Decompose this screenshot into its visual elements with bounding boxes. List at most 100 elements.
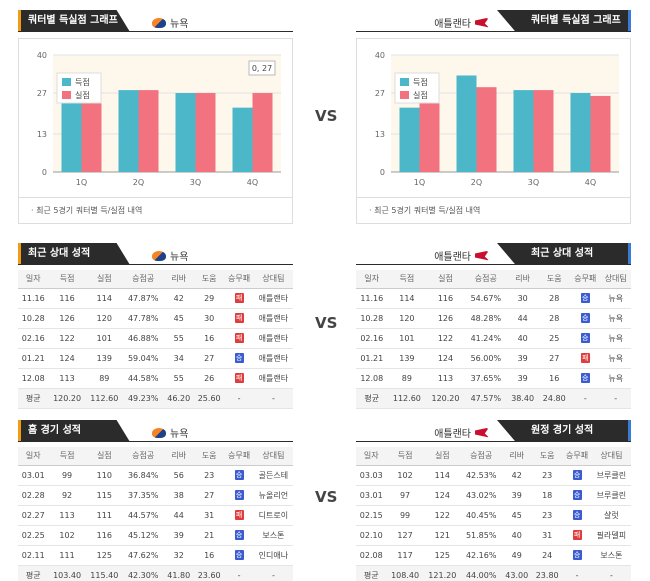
table-cell: 37.65% [464,368,507,389]
table-row: 11.16 116 114 47.87% 42 29 패 애틀랜타 [18,288,293,309]
table-cell: 02.16 [18,328,49,349]
table-cell: - [253,388,293,409]
recent-h2h-panel-nyk: 최근 상대 성적 뉴욕 일자 득점 실점 승점공 리바 도움 승무패 상대팀 11.16 116 1… [18,243,293,409]
table-cell: - [224,388,254,409]
result-badge: 승 [572,510,582,520]
column-header: 도움 [193,270,225,289]
table-row: 02.15 99 122 40.45% 45 23 승 샬럿 [356,505,631,526]
y-tick-label: 13 [37,130,47,139]
table-row: 12.08 113 89 44.58% 55 26 패 애틀랜타 [18,368,293,389]
table-cell: 49.23% [122,388,164,409]
column-header: 승무패 [570,270,601,289]
table-cell: 28 [538,308,571,329]
table-cell: 25.60 [193,388,225,409]
table-cell: 승 [562,505,592,526]
chart-note: · 최근 5경기 쿼터별 득/실점 내역 [357,197,630,223]
column-header: 승점공 [122,447,164,466]
table-cell: 21 [193,525,225,546]
table-cell: 108.40 [386,565,424,581]
table-cell: 44.00% [460,565,502,581]
result-badge: 패 [234,293,244,303]
table-cell: 113 [426,368,465,389]
legend-label: 실점 [413,90,428,100]
table-cell: 102 [386,465,424,486]
table-cell: 120 [387,308,427,329]
section-title: 최근 상대 성적 [497,243,631,265]
table-cell: 124 [48,348,86,369]
table-cell: 46.88% [122,328,164,349]
table-cell: 40.45% [460,505,502,526]
table-cell: 125 [85,545,123,566]
column-header: 상대팀 [253,447,293,466]
table-cell: 02.16 [356,328,388,349]
result-badge: 승 [234,470,244,480]
table-cell: 114 [423,465,461,486]
table-cell: 30 [506,288,539,309]
table-row: 11.16 114 116 54.67% 30 28 승 뉴욕 [356,288,631,309]
table-cell: 11.16 [356,288,388,309]
team-label: 애틀랜타 [434,248,489,263]
table-row: 03.01 99 110 36.84% 56 23 승 골든스테 [18,465,293,486]
table-cell: 01.21 [18,348,49,369]
table-cell: 보스톤 [253,525,293,546]
table-cell: 101 [85,328,123,349]
header-accent [18,10,21,32]
column-header: 도움 [531,447,563,466]
average-row: 평균 112.60 120.20 47.57% 38.40 24.80- - [356,388,631,409]
table-cell: 114 [85,288,123,309]
table-cell: 27 [193,348,225,369]
column-header: 득점 [387,270,427,289]
stats-table: 일자 득점 실점 승점공 리바 도움 승무패 상대팀 03.03 102 114 42.53% 42 23… [356,447,631,581]
table-cell: 애틀랜타 [253,288,293,309]
column-header: 도움 [538,270,571,289]
table-cell: 패 [224,328,254,349]
table-cell: 36.84% [122,465,164,486]
table-row: 03.01 97 124 43.02% 39 18 승 브루클린 [356,485,631,506]
column-header: 실점 [85,270,123,289]
section-title: 쿼터별 득실점 그래프 [497,10,631,32]
table-cell: 31 [193,505,225,526]
table-cell: 패 [562,525,592,546]
team-label: 뉴욕 [152,15,188,30]
table-cell: 112.60 [85,388,123,409]
section-title: 원정 경기 성적 [497,420,631,442]
table-cell: 56 [163,465,194,486]
y-tick-label: 0 [42,168,47,177]
column-header: 승무패 [224,447,254,466]
table-cell: 121.20 [423,565,461,581]
tooltip-box [248,60,276,76]
result-badge: 승 [572,470,582,480]
table-cell: - [570,388,601,409]
table-cell: 디트로이 [253,505,293,526]
column-header: 일자 [18,270,49,289]
table-cell: 43.00 [501,565,532,581]
legend-swatch [400,78,409,86]
table-cell: 97 [386,485,424,506]
stats-table: 일자 득점 실점 승점공 리바 도움 승무패 상대팀 11.16 116 114 47.87% 42 29… [18,270,293,409]
table-cell: 47.87% [122,288,164,309]
table-row: 01.21 139 124 56.00% 39 27 패 뉴욕 [356,348,631,369]
legend-swatch [62,91,71,99]
bar-scored [175,93,196,172]
column-header: 득점 [48,270,86,289]
table-cell: 샬럿 [591,505,631,526]
result-badge: 승 [234,353,244,363]
table-cell: 패 [224,505,254,526]
section-title: 최근 상대 성적 [18,243,130,265]
column-header: 상대팀 [253,270,293,289]
table-cell: 42 [163,288,194,309]
table-cell: 02.27 [18,505,49,526]
bar-scored [570,93,591,172]
table-cell: 38.40 [506,388,539,409]
table-cell: 127 [386,525,424,546]
team-label: 뉴욕 [152,425,188,440]
table-cell: 34 [163,348,194,369]
table-cell: 39 [506,368,539,389]
result-badge: 승 [580,293,590,303]
vs-label: VS [315,107,338,125]
table-cell: 패 [570,348,601,369]
x-tick-label: 2Q [471,178,482,187]
table-cell: 120 [85,308,123,329]
table-cell: 122 [423,505,461,526]
column-header: 득점 [48,447,86,466]
